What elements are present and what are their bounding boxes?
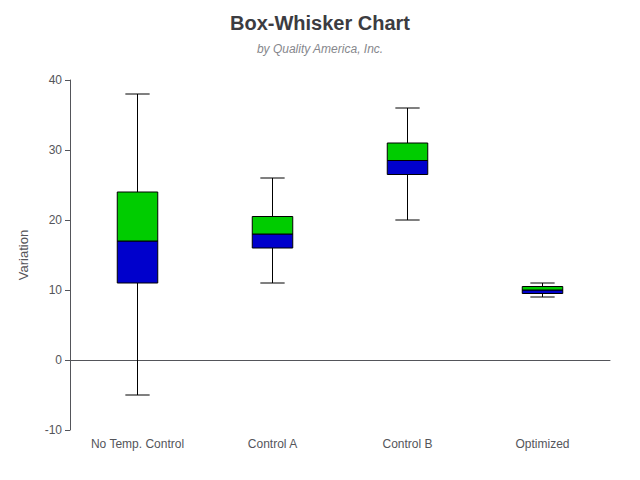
svg-text:Variation: Variation — [16, 230, 31, 280]
svg-text:No Temp. Control: No Temp. Control — [91, 437, 184, 451]
svg-text:Control A: Control A — [248, 437, 297, 451]
svg-text:0: 0 — [55, 353, 62, 367]
svg-text:10: 10 — [49, 283, 63, 297]
svg-text:Control B: Control B — [382, 437, 432, 451]
svg-text:20: 20 — [49, 213, 63, 227]
svg-text:30: 30 — [49, 143, 63, 157]
svg-text:Optimized: Optimized — [515, 437, 569, 451]
svg-text:by Quality America, Inc.: by Quality America, Inc. — [257, 42, 383, 56]
svg-text:40: 40 — [49, 73, 63, 87]
svg-text:-10: -10 — [45, 423, 63, 437]
svg-text:Box-Whisker Chart: Box-Whisker Chart — [230, 12, 410, 34]
